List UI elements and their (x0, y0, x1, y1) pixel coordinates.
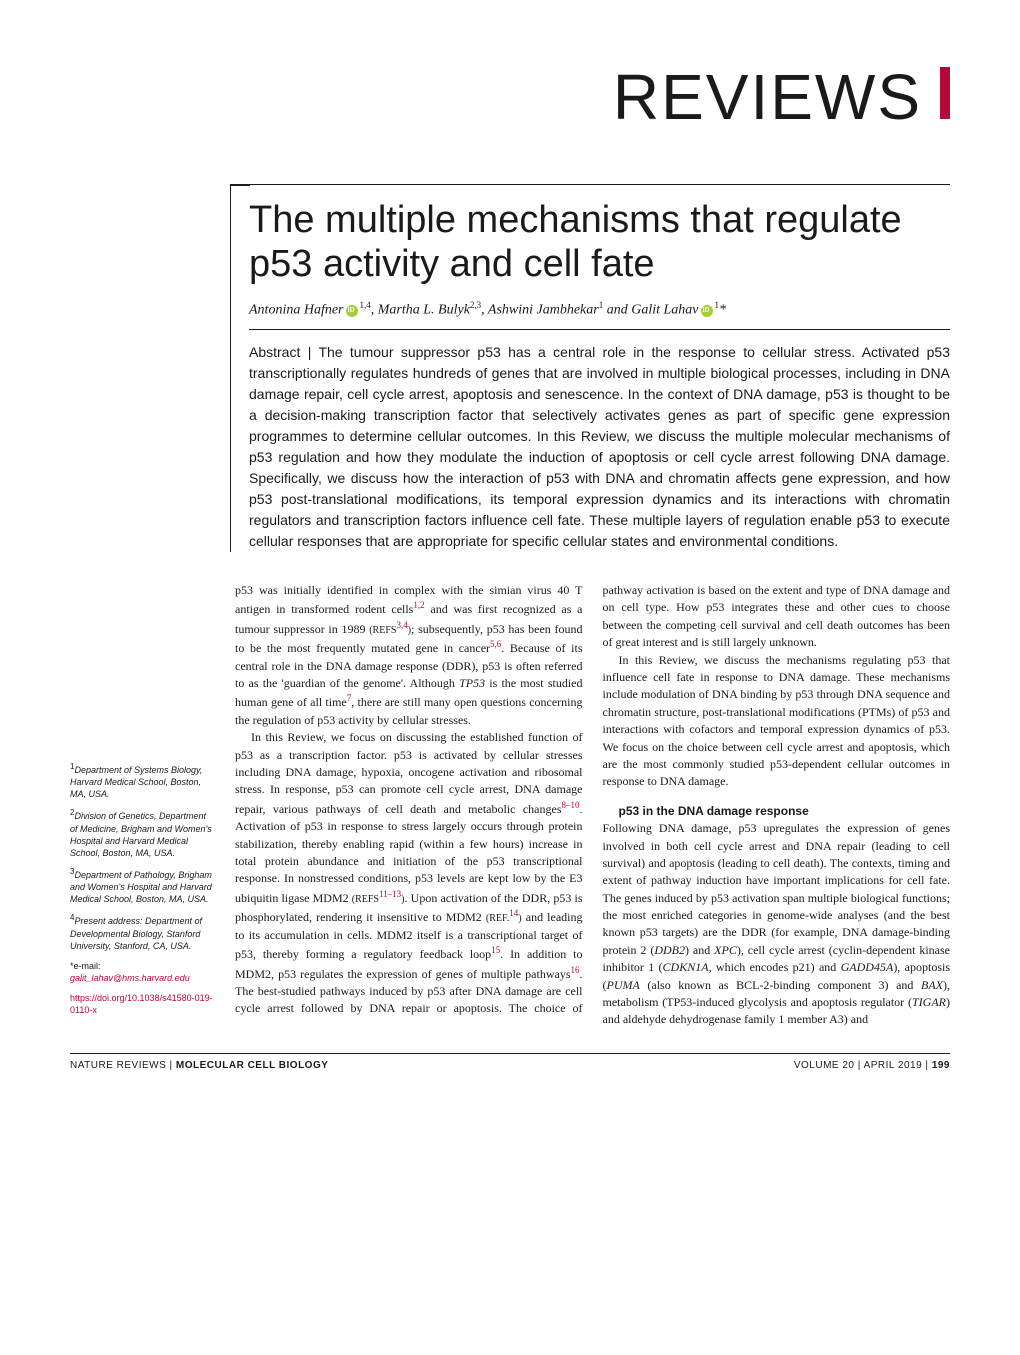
gene-name: TP53 (459, 676, 485, 690)
gene-name: CDKN1A (663, 960, 709, 974)
doi: https://doi.org/10.1038/s41580-019-0110-… (70, 992, 215, 1016)
corresponding-star: * (719, 303, 726, 318)
footer-journal-name: MOLECULAR CELL BIOLOGY (176, 1060, 328, 1071)
author-1-sup: 1,4 (360, 300, 371, 310)
paragraph-4: In this Review, we discuss the mechanism… (603, 652, 951, 791)
gene-name: DDB2 (654, 943, 685, 957)
section-header: REVIEWS (70, 60, 950, 134)
ref-link[interactable]: 14 (509, 908, 518, 918)
ref-link[interactable]: 5,6 (490, 639, 501, 649)
ref-link[interactable]: 16 (571, 965, 580, 975)
body-text: p53 was initially identified in complex … (235, 582, 950, 1029)
ref-prefix: (REFS (369, 625, 396, 636)
page-container: REVIEWS The multiple mechanisms that reg… (0, 0, 1020, 1101)
footer-prefix: NATURE REVIEWS | (70, 1060, 176, 1071)
gene-name: TIGAR (912, 995, 946, 1009)
author-2-sup: 2,3 (470, 300, 481, 310)
body-text-span: In this Review, we focus on discussing t… (235, 730, 583, 816)
doi-link[interactable]: https://doi.org/10.1038/s41580-019-0110-… (70, 993, 213, 1015)
affiliation-3: 3Department of Pathology, Brigham and Wo… (70, 867, 215, 905)
article-title: The multiple mechanisms that regulate p5… (249, 199, 950, 286)
affiliation-4: 4Present address: Department of Developm… (70, 913, 215, 951)
section-heading: p53 in the DNA damage response (603, 803, 951, 820)
author-2: , Martha L. Bulyk (371, 303, 470, 318)
affil-1-text: Department of Systems Biology, Harvard M… (70, 765, 202, 799)
ref-link[interactable]: 11–13 (379, 889, 401, 899)
footer-volume: VOLUME 20 | APRIL 2019 | (794, 1060, 932, 1071)
gene-name: BAX (921, 978, 943, 992)
ref-prefix: (REFS (352, 894, 379, 905)
section-title: REVIEWS (613, 60, 922, 134)
gene-name: PUMA (607, 978, 640, 992)
email-link[interactable]: galit_lahav@hms.harvard.edu (70, 973, 190, 983)
affil-3-text: Department of Pathology, Brigham and Wom… (70, 870, 212, 904)
body-text-span: (also known as BCL-2-binding component 3… (640, 978, 921, 992)
ref-link[interactable]: 3,4 (396, 620, 407, 630)
affiliations-sidebar: 1Department of Systems Biology, Harvard … (70, 582, 215, 1029)
footer-left: NATURE REVIEWS | MOLECULAR CELL BIOLOGY (70, 1060, 328, 1071)
body-text-span: , which encodes p21) and (709, 960, 841, 974)
gene-name: XPC (714, 943, 737, 957)
article-header-box: The multiple mechanisms that regulate p5… (230, 184, 950, 552)
main-content: 1Department of Systems Biology, Harvard … (70, 582, 950, 1029)
ref-link[interactable]: 8–10 (562, 800, 580, 810)
ref-prefix: (REF. (486, 913, 509, 924)
footer-right: VOLUME 20 | APRIL 2019 | 199 (794, 1060, 950, 1071)
accent-bar (940, 67, 950, 119)
body-text-span: ) and (685, 943, 714, 957)
author-3: , Ashwini Jambhekar (481, 303, 599, 318)
corresponding-email: *e-mail: galit_lahav@hms.harvard.edu (70, 960, 215, 984)
abstract-text: The tumour suppressor p53 has a central … (249, 344, 950, 549)
corr-label: *e-mail: (70, 961, 101, 971)
body-text-span: Following DNA damage, p53 upregulates th… (603, 821, 951, 957)
affiliation-2: 2Division of Genetics, Department of Med… (70, 808, 215, 859)
ref-link[interactable]: 1,2 (413, 600, 424, 610)
paragraph-1: p53 was initially identified in complex … (235, 582, 583, 729)
affil-4-text: Present address: Department of Developme… (70, 916, 202, 950)
author-4: and Galit Lahav (603, 303, 698, 318)
paragraph-5: Following DNA damage, p53 upregulates th… (603, 820, 951, 1029)
affil-2-text: Division of Genetics, Department of Medi… (70, 811, 212, 857)
ref-link[interactable]: 15 (491, 945, 500, 955)
orcid-icon[interactable] (701, 305, 713, 317)
author-1: Antonina Hafner (249, 303, 344, 318)
abstract: Abstract | The tumour suppressor p53 has… (249, 342, 950, 552)
orcid-icon[interactable] (346, 305, 358, 317)
abstract-label: Abstract | (249, 344, 318, 360)
body-text-span: . Activation of p53 in response to stres… (235, 802, 583, 905)
body-text-span: In this Review, we discuss the mechanism… (603, 653, 951, 789)
footer-page-number: 199 (932, 1060, 950, 1071)
gene-name: GADD45A (841, 960, 894, 974)
affiliation-1: 1Department of Systems Biology, Harvard … (70, 762, 215, 800)
author-list: Antonina Hafner 1,4, Martha L. Bulyk2,3, … (249, 300, 950, 330)
page-footer: NATURE REVIEWS | MOLECULAR CELL BIOLOGY … (70, 1053, 950, 1071)
